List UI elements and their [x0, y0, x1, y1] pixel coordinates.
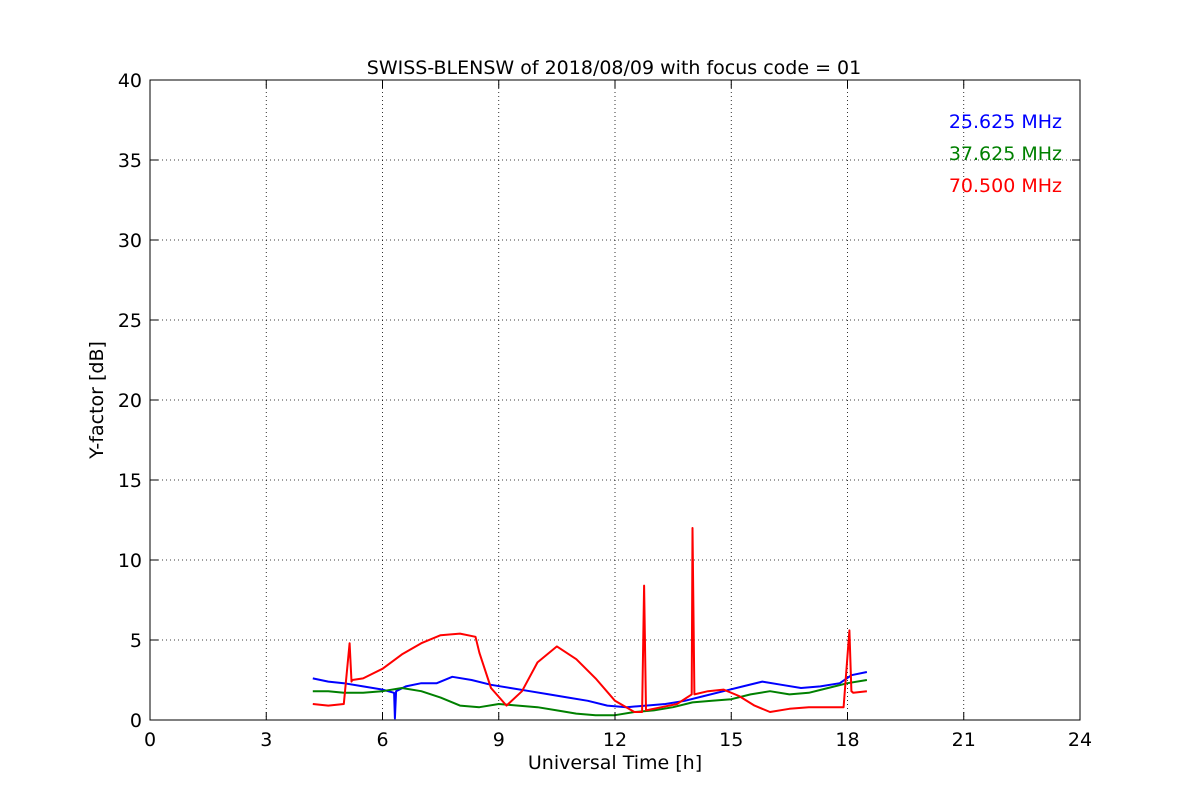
x-tick-label: 15	[719, 729, 743, 751]
y-tick-label: 25	[118, 310, 142, 332]
x-tick-label: 3	[260, 729, 272, 751]
chart-title: SWISS-BLENSW of 2018/08/09 with focus co…	[367, 57, 861, 79]
x-tick-label: 24	[1068, 729, 1092, 751]
y-tick-label: 0	[130, 710, 142, 732]
y-tick-label: 20	[118, 390, 142, 412]
x-axis-label: Universal Time [h]	[528, 752, 702, 774]
x-tick-label: 18	[835, 729, 859, 751]
x-tick-label: 0	[144, 729, 156, 751]
axis-ticks: 0 3 6 9 12 15 18 21 24 0 5 10 15 20 25 30 35 40	[118, 70, 1092, 751]
x-tick-label: 6	[376, 729, 388, 751]
y-tick-label: 35	[118, 150, 142, 172]
y-tick-label: 10	[118, 550, 142, 572]
series-line-3	[312, 527, 868, 713]
series-line-2	[312, 679, 868, 717]
legend-entry-2: 37.625 MHz	[949, 143, 1062, 165]
x-tick-label: 21	[952, 729, 976, 751]
x-tick-label: 9	[493, 729, 505, 751]
x-tick-label: 12	[603, 729, 627, 751]
series-line-1	[312, 671, 868, 720]
y-axis-label: Y-factor [dB]	[86, 341, 108, 460]
y-tick-label: 30	[118, 230, 142, 252]
series-layer	[312, 527, 868, 720]
y-tick-label: 40	[118, 70, 142, 92]
legend-entry-3: 70.500 MHz	[949, 175, 1062, 197]
legend: 25.625 MHz 37.625 MHz 70.500 MHz	[949, 111, 1062, 197]
y-tick-label: 5	[130, 630, 142, 652]
legend-entry-1: 25.625 MHz	[949, 111, 1062, 133]
y-tick-label: 15	[118, 470, 142, 492]
